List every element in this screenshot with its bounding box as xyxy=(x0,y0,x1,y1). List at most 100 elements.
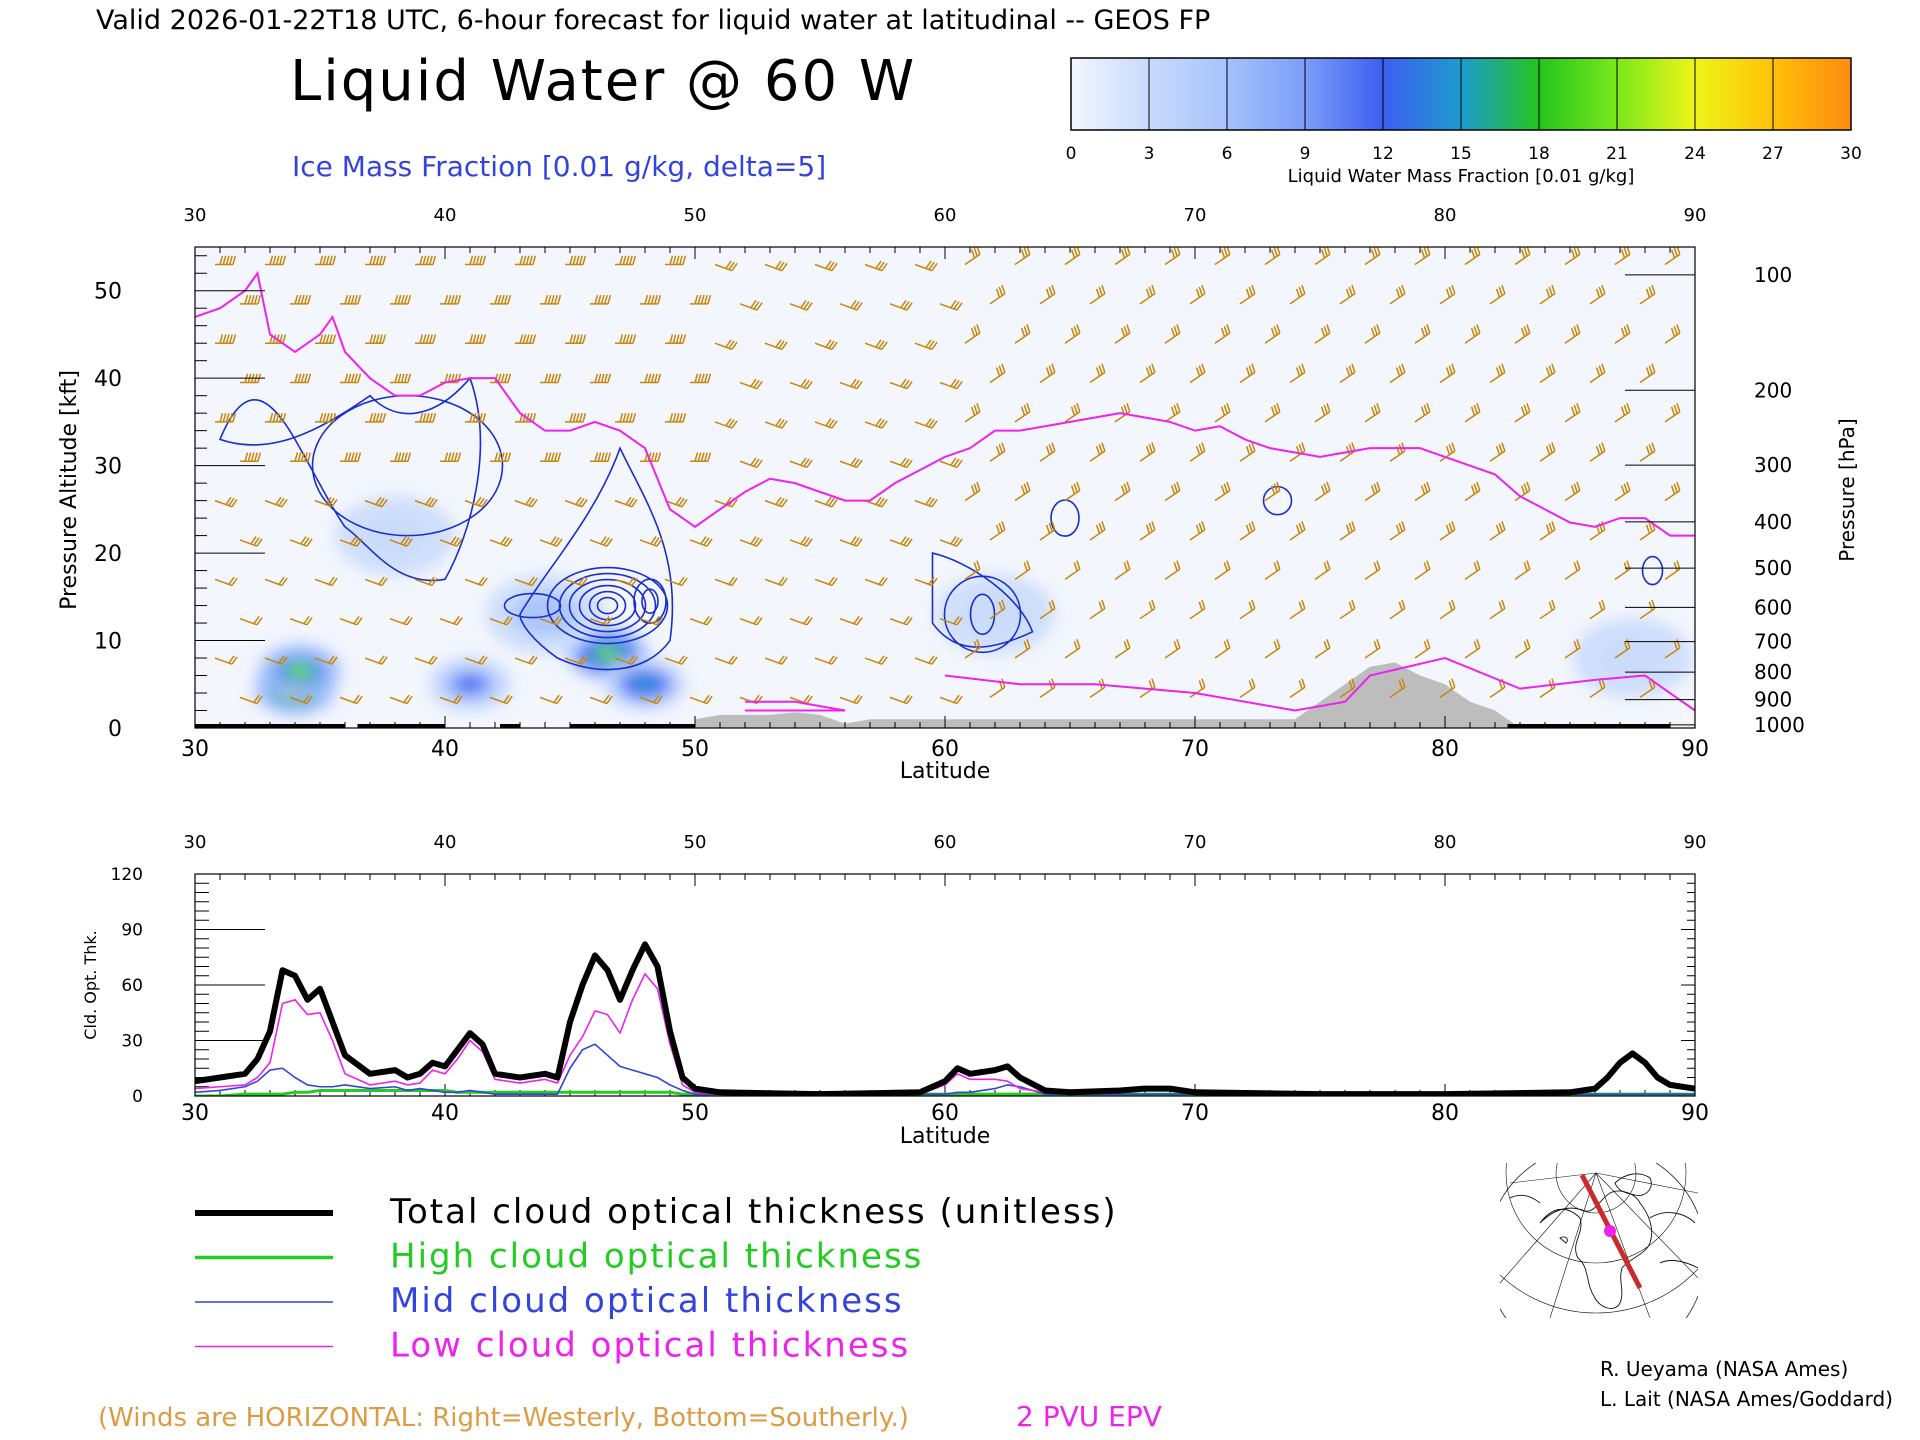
wind-barb xyxy=(889,694,913,705)
wind-barb xyxy=(1189,284,1206,305)
wind-barb xyxy=(814,496,838,508)
colorbar: 0 3 6 9 12 15 18 21 24 27 30 Liquid Water Mass Fra… xyxy=(1066,57,1862,187)
wind-barb xyxy=(1539,284,1556,305)
liquid-water-blob xyxy=(633,677,657,692)
wind-barb xyxy=(615,255,637,266)
wind-barb xyxy=(814,576,838,587)
wind-barb xyxy=(364,655,388,665)
bottom-x-tick-label: 50 xyxy=(681,737,709,762)
wind-barb xyxy=(214,496,238,508)
wind-barb xyxy=(439,536,463,547)
wind-barb xyxy=(589,694,613,705)
epv-2pvu-line-low xyxy=(944,656,1695,712)
wind-barb xyxy=(1464,481,1481,502)
wind-barb xyxy=(1489,363,1506,384)
colorbar-cell xyxy=(1226,57,1306,131)
wind-barb xyxy=(1089,599,1106,620)
wind-barb xyxy=(565,334,587,344)
wind-barb xyxy=(1614,639,1631,659)
bottom-x-tick-label: 50 xyxy=(681,1101,709,1126)
wind-barb xyxy=(639,694,663,705)
wind-barb xyxy=(814,418,838,429)
wind-barb xyxy=(939,457,963,469)
wind-barb xyxy=(764,418,788,429)
wind-barb xyxy=(589,615,613,626)
wind-barb xyxy=(1364,481,1381,502)
wind-barb xyxy=(1264,481,1281,502)
wind-barb xyxy=(1139,521,1156,541)
colorbar-cell xyxy=(1772,57,1852,131)
wind-barb xyxy=(1389,284,1406,305)
wind-barb xyxy=(1564,324,1581,344)
wind-barb xyxy=(1439,363,1456,384)
wind-barb xyxy=(339,615,363,626)
wind-barb xyxy=(889,300,913,311)
wind-barb xyxy=(365,334,387,344)
wind-barb xyxy=(1439,599,1456,620)
wind-barb xyxy=(439,694,463,705)
right-y-tick-label: 300 xyxy=(1754,453,1792,477)
wind-barb xyxy=(464,496,488,508)
wind-barb xyxy=(1589,363,1606,384)
wind-barb xyxy=(1364,560,1381,580)
wind-barb xyxy=(1439,284,1456,305)
wind-barb xyxy=(1464,560,1481,580)
wind-barb xyxy=(264,655,288,665)
wind-barb xyxy=(864,576,888,587)
colorbar-cell xyxy=(1460,57,1540,131)
wind-barb xyxy=(564,576,588,587)
wind-barb xyxy=(614,655,638,665)
wind-barb xyxy=(640,452,662,463)
colorbar-label: Liquid Water Mass Fraction [0.01 g/kg] xyxy=(1288,166,1635,187)
wind-barb xyxy=(614,576,638,587)
wind-barb xyxy=(1064,324,1081,344)
wind-barb xyxy=(1039,599,1056,620)
liquid-water-blob xyxy=(458,677,482,692)
wind-barb xyxy=(814,260,838,272)
wind-barb xyxy=(889,378,913,390)
wind-barb xyxy=(340,373,362,384)
wind-barb xyxy=(1489,678,1506,699)
wind-barb xyxy=(1639,521,1656,541)
liquid-water-blob xyxy=(1598,636,1667,681)
wind-barb xyxy=(1214,247,1231,266)
wind-barb xyxy=(364,576,388,587)
wind-barb xyxy=(1539,442,1556,462)
wind-barb xyxy=(1439,678,1456,699)
wind-barb xyxy=(214,655,238,665)
wind-barb xyxy=(340,452,362,463)
wind-barb xyxy=(1614,402,1631,423)
wind-barb xyxy=(789,378,813,390)
wind-barb xyxy=(489,615,513,626)
wind-barb xyxy=(565,413,587,423)
wind-barb xyxy=(514,655,538,665)
colorbar-tick-label: 9 xyxy=(1300,144,1311,164)
wind-barb xyxy=(1114,247,1131,266)
wind-barb xyxy=(1014,324,1031,344)
wind-barb xyxy=(839,457,863,469)
wind-barb xyxy=(1289,284,1306,305)
wind-barb xyxy=(939,378,963,390)
wind-barb xyxy=(1314,402,1331,423)
wind-barb xyxy=(1239,363,1256,384)
ice-contour xyxy=(558,572,657,639)
wind-barb xyxy=(964,247,981,266)
wind-barb xyxy=(289,694,313,705)
wind-barb xyxy=(1414,247,1431,266)
wind-barb xyxy=(539,615,563,626)
wind-barb xyxy=(440,452,462,463)
wind-barb xyxy=(1239,521,1256,541)
wind-barb xyxy=(914,260,938,272)
colorbar-ticks: 0 3 6 9 12 15 18 21 24 27 30 xyxy=(1066,144,1862,164)
bottom-x-tick-label: 90 xyxy=(1681,737,1709,762)
wind-barb xyxy=(1089,363,1106,384)
wind-barb xyxy=(665,334,687,344)
wind-barb xyxy=(515,255,537,266)
epv-2pvu-line-low xyxy=(745,700,846,712)
wind-barb xyxy=(764,260,788,272)
wind-barb xyxy=(240,452,262,463)
wind-barb xyxy=(315,334,337,344)
terrain-profile xyxy=(695,662,1520,728)
wind-barb xyxy=(315,413,337,423)
